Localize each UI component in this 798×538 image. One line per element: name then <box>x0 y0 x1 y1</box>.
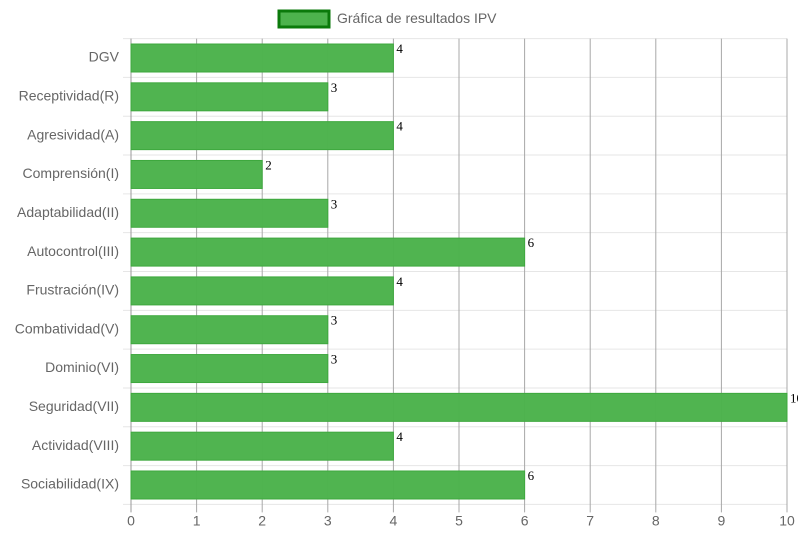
y-tick-label: Comprensión(I) <box>23 165 119 181</box>
bar <box>130 159 263 189</box>
x-tick-label: 1 <box>193 513 201 529</box>
y-tick-label: Autocontrol(III) <box>27 243 119 259</box>
value-label: 6 <box>528 235 535 250</box>
value-label: 3 <box>331 196 338 211</box>
value-label: 6 <box>528 468 535 483</box>
value-label: 4 <box>396 429 403 444</box>
value-label: 3 <box>331 80 338 95</box>
bar <box>130 82 329 112</box>
y-tick-label: Frustración(IV) <box>26 282 119 298</box>
x-tick-label: 9 <box>718 513 726 529</box>
x-tick-label: 10 <box>779 513 795 529</box>
value-label: 4 <box>396 119 403 134</box>
y-tick-label: Actividad(VIII) <box>32 437 119 453</box>
y-tick-label: Receptividad(R) <box>19 88 119 104</box>
bar <box>130 354 329 384</box>
x-tick-label: 7 <box>586 513 594 529</box>
y-tick-label: Combatividad(V) <box>15 320 119 336</box>
y-tick-label: Adaptabilidad(II) <box>17 204 119 220</box>
value-label: 3 <box>331 352 338 367</box>
legend-swatch[interactable] <box>277 9 331 29</box>
x-tick-label: 0 <box>127 513 135 529</box>
value-label: 3 <box>331 313 338 328</box>
x-tick-label: 4 <box>390 513 398 529</box>
bar <box>130 315 329 345</box>
value-label: 2 <box>265 157 272 172</box>
x-tick-label: 2 <box>258 513 266 529</box>
x-tick-label: 6 <box>521 513 529 529</box>
bar <box>130 198 329 228</box>
x-tick-label: 3 <box>324 513 332 529</box>
value-label: 10 <box>790 390 798 405</box>
bar <box>130 470 526 500</box>
legend-label: Gráfica de resultados IPV <box>337 10 497 26</box>
x-tick-label: 5 <box>455 513 463 529</box>
x-tick-label: 8 <box>652 513 660 529</box>
y-tick-label: Agresividad(A) <box>27 126 119 142</box>
y-tick-label: Sociabilidad(IX) <box>21 476 119 492</box>
bar <box>130 431 394 461</box>
y-tick-label: Dominio(VI) <box>45 359 119 375</box>
bar <box>130 43 394 73</box>
bar <box>130 392 788 422</box>
value-label: 4 <box>396 41 403 56</box>
bar <box>130 276 394 306</box>
y-tick-label: Seguridad(VII) <box>29 398 119 414</box>
bar <box>130 121 394 151</box>
bar <box>130 237 526 267</box>
y-tick-label: DGV <box>89 49 120 65</box>
value-label: 4 <box>396 274 403 289</box>
